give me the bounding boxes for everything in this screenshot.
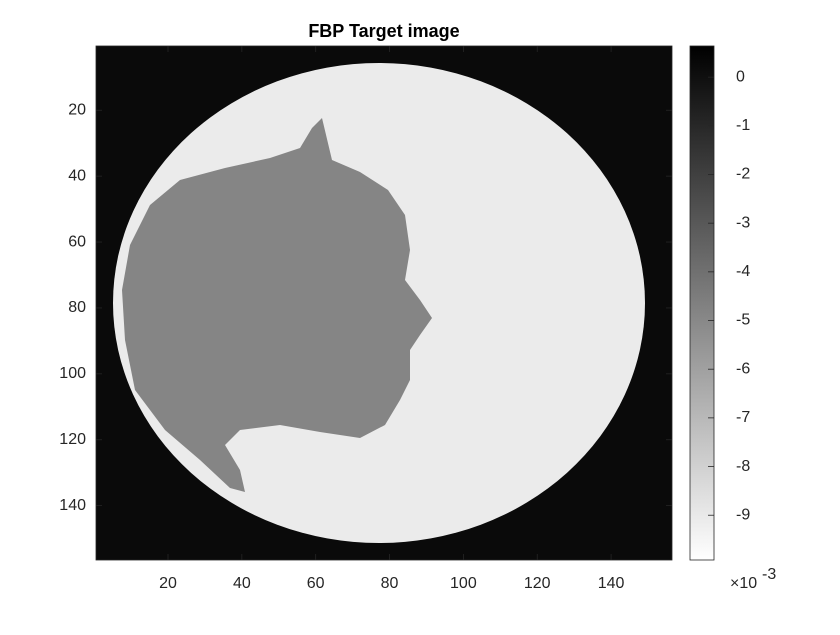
- colorbar-tick-label: -1: [736, 117, 750, 134]
- colorbar-tick-label: 0: [736, 68, 745, 85]
- x-tick-label: 140: [598, 575, 625, 592]
- y-tick-label: 120: [59, 431, 86, 448]
- colorbar-tick-label: -2: [736, 166, 750, 183]
- y-tick-label: 140: [59, 497, 86, 514]
- colorbar-tick-label: -7: [736, 409, 750, 426]
- chart-title: FBP Target image: [308, 21, 459, 41]
- x-tick-label: 80: [381, 575, 399, 592]
- colorbar-exponent: -3: [762, 566, 776, 583]
- colorbar-tick-label: -4: [736, 263, 750, 280]
- x-tick-label: 60: [307, 575, 325, 592]
- y-tick-label: 80: [68, 299, 86, 316]
- y-tick-label: 60: [68, 233, 86, 250]
- x-tick-label: 20: [159, 575, 177, 592]
- image: [96, 46, 672, 560]
- colorbar-tick-label: -8: [736, 458, 750, 475]
- colorbar: [689, 45, 715, 561]
- colorbar-tick-label: -3: [736, 214, 750, 231]
- y-tick-label: 40: [68, 167, 86, 184]
- colorbar-multiplier: ×10: [730, 575, 757, 592]
- x-tick-label: 40: [233, 575, 251, 592]
- x-tick-label: 100: [450, 575, 477, 592]
- colorbar-tick-label: -6: [736, 360, 750, 377]
- y-tick-label: 100: [59, 365, 86, 382]
- dark-region: [122, 118, 432, 492]
- x-tick-label: 120: [524, 575, 551, 592]
- y-tick-label: 20: [68, 101, 86, 118]
- colorbar-tick-label: -9: [736, 506, 750, 523]
- colorbar-tick-label: -5: [736, 312, 750, 329]
- axes-box: [95, 45, 673, 561]
